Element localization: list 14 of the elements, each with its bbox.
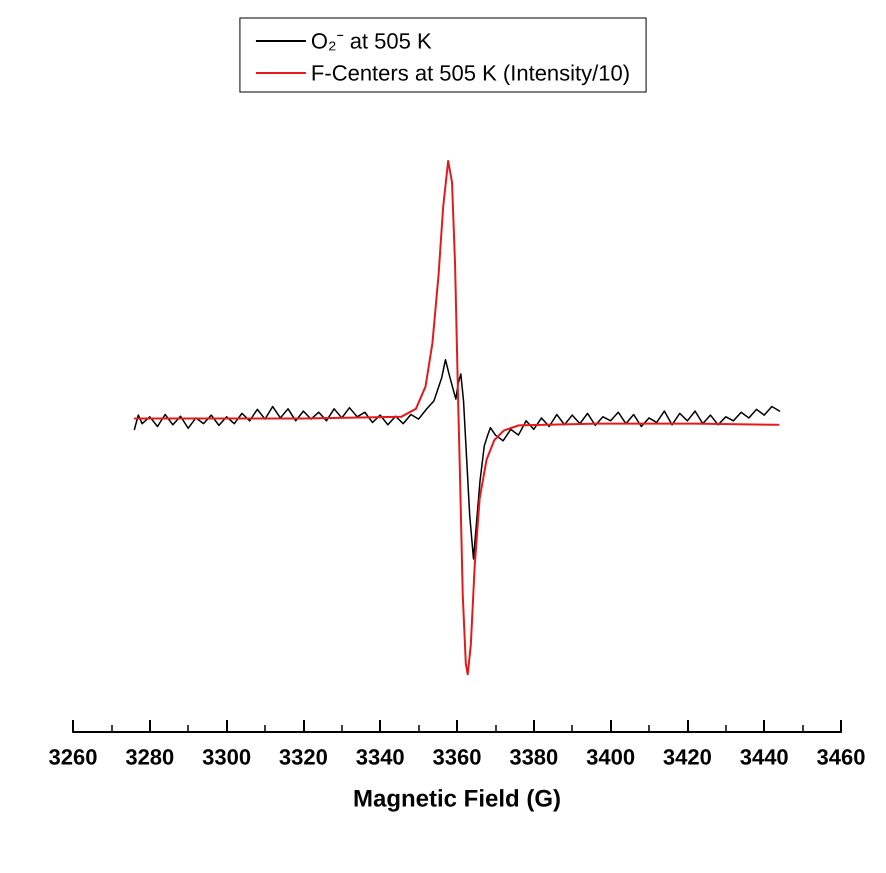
x-tick-label: 3360 <box>432 744 482 770</box>
x-tick-label: 3420 <box>662 744 712 770</box>
x-tick-label: 3300 <box>202 744 252 770</box>
x-axis-title: Magnetic Field (G) <box>352 786 562 812</box>
x-tick-label: 3380 <box>509 744 558 770</box>
x-tick-label: 3460 <box>816 744 866 770</box>
legend-label: O₂⁻ at 505 K <box>310 28 432 54</box>
x-tick-label: 3340 <box>356 744 405 770</box>
x-tick-label: 3280 <box>125 744 174 770</box>
legend-label: F-Centers at 505 K (Intensity/10) <box>310 60 630 86</box>
x-tick-label: 3400 <box>586 744 636 770</box>
x-tick-label: 3440 <box>740 744 789 770</box>
x-tick-label: 3320 <box>278 744 328 770</box>
x-tick-label: 3260 <box>48 744 98 770</box>
